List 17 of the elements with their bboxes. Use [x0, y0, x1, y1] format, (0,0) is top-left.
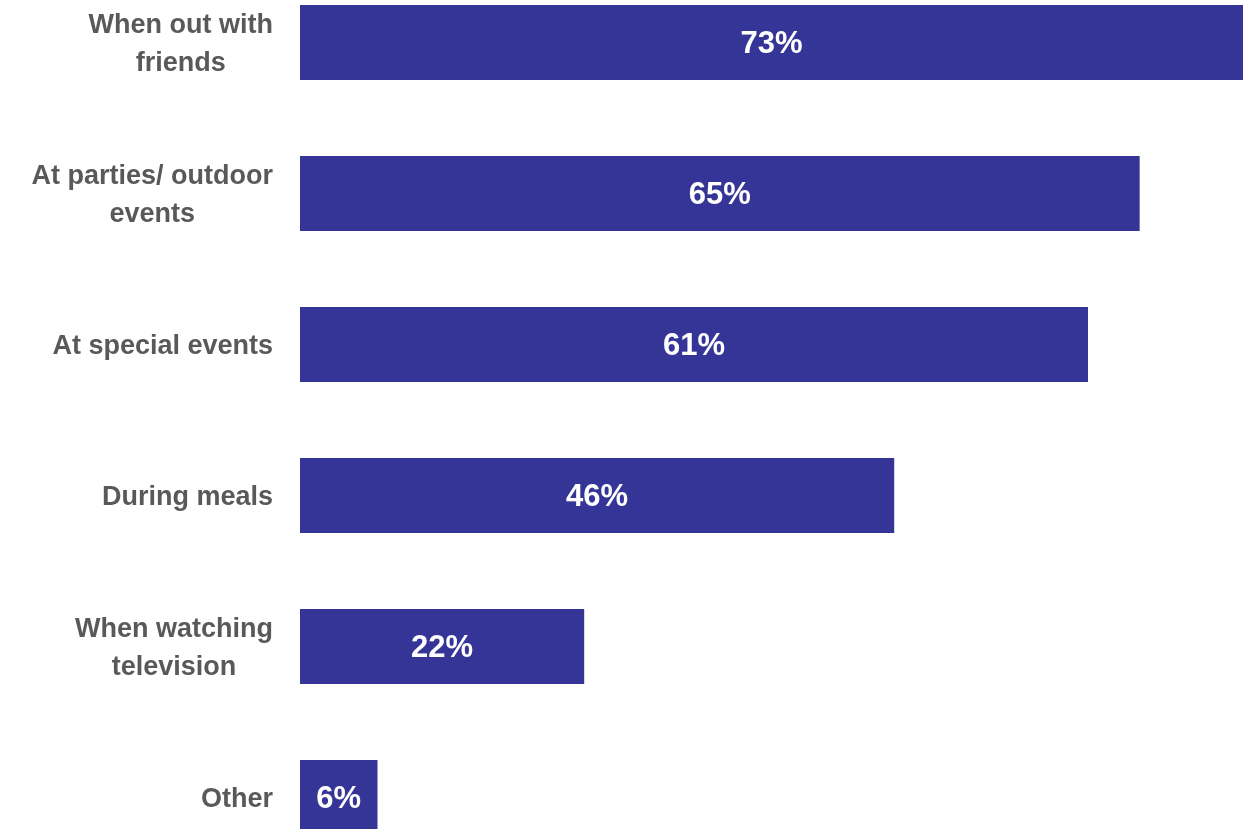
- data-label: 65%: [688, 176, 751, 212]
- y-tick-label: At special events: [52, 329, 273, 360]
- y-tick-label: When out with friends: [88, 8, 273, 77]
- y-tick-label: During meals: [101, 480, 273, 511]
- y-tick-label: At parties/ outdoor events: [31, 159, 274, 228]
- data-label: 6%: [316, 780, 362, 816]
- data-label: 73%: [740, 25, 803, 61]
- data-label: 46%: [566, 478, 629, 514]
- bar: [300, 307, 1088, 382]
- bar: [300, 458, 895, 533]
- data-label: 22%: [411, 629, 474, 665]
- bar: [300, 5, 1243, 80]
- y-tick-label: Other: [200, 782, 274, 813]
- bar: [300, 609, 585, 684]
- y-tick-label: When watching television: [75, 612, 273, 681]
- data-label: 61%: [662, 327, 726, 363]
- bar: [300, 156, 1140, 231]
